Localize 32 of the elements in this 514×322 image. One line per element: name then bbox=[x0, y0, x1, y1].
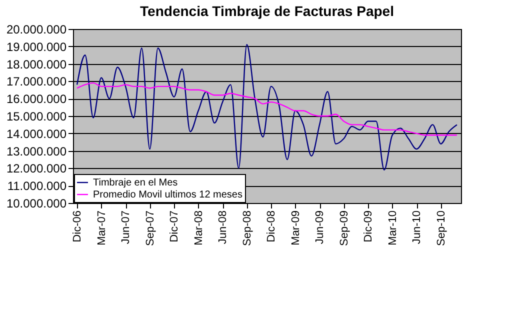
x-tick-label: Sep-08 bbox=[241, 210, 254, 246]
y-tick-label: 13.000.000 bbox=[6, 144, 67, 158]
x-tick-label: Jun-10 bbox=[411, 210, 424, 244]
x-tick-label: Mar-07 bbox=[96, 210, 108, 246]
line-series bbox=[76, 82, 458, 136]
x-tick-label: Dic-09 bbox=[362, 210, 375, 242]
y-tick-label: 19.000.000 bbox=[6, 40, 67, 54]
y-tick-label: 17.000.000 bbox=[6, 74, 67, 89]
y-tick-label: 16.000.000 bbox=[6, 92, 67, 106]
y-tick-label: 14.000.000 bbox=[6, 126, 67, 141]
y-tick-label: 20.000.000 bbox=[6, 22, 67, 36]
y-tick-label: 12.000.000 bbox=[6, 162, 67, 176]
x-tick-label: Dic-06 bbox=[72, 210, 84, 242]
x-tick-label: Sep-07 bbox=[144, 210, 156, 246]
chart-title: Tendencia Timbraje de Facturas Papel bbox=[140, 3, 394, 19]
x-tick-label: Dic-07 bbox=[168, 210, 181, 242]
x-tick-label: Jun-07 bbox=[120, 210, 132, 244]
x-tick-label: Dic-08 bbox=[266, 210, 278, 242]
x-tick-label: Mar-08 bbox=[192, 210, 205, 246]
x-tick-label: Sep-09 bbox=[338, 210, 350, 246]
x-tick-label: Mar-09 bbox=[290, 210, 302, 246]
x-tick-label: Jun-09 bbox=[314, 210, 326, 244]
x-tick-label: Sep-10 bbox=[435, 210, 448, 246]
legend-label: Promedio Movil ultimos 12 meses bbox=[93, 190, 242, 200]
y-tick-label: 15.000.000 bbox=[6, 110, 67, 124]
y-tick-label: 11.000.000 bbox=[7, 179, 67, 194]
y-tick-label: 18.000.000 bbox=[6, 57, 67, 72]
line-series bbox=[76, 44, 458, 171]
legend-label: Timbraje en el Mes bbox=[93, 178, 178, 188]
x-tick-label: Jun-08 bbox=[217, 210, 230, 244]
x-tick-label: Mar-10 bbox=[386, 210, 399, 246]
y-tick-label: 10.000.000 bbox=[6, 196, 67, 210]
